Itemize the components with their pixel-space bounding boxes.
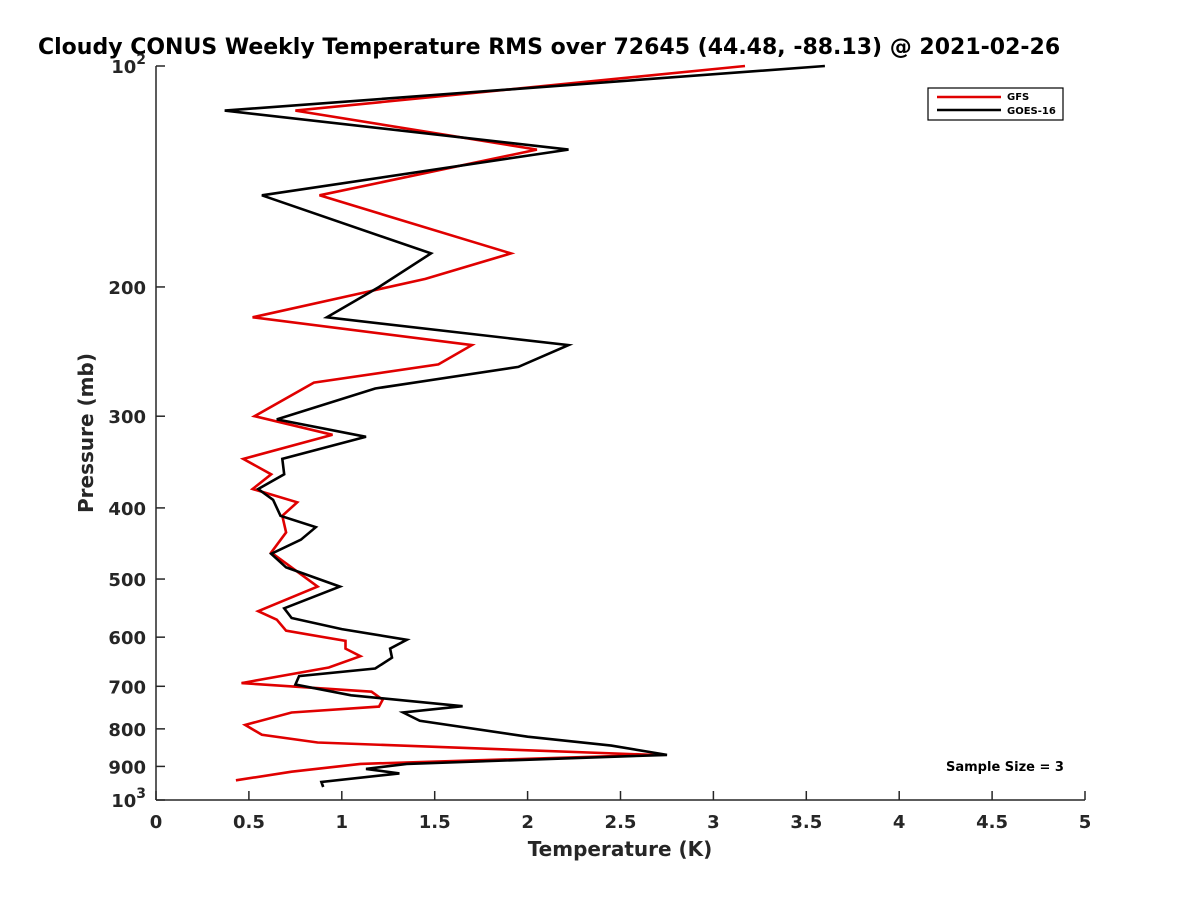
legend-box: [927, 87, 1064, 121]
x-tick-label: 2.5: [605, 812, 637, 833]
y-axis-label: Pressure (mb): [74, 353, 98, 513]
x-tick-label: 4: [893, 812, 906, 833]
x-tick-label: 0: [150, 812, 163, 833]
x-tick-label: 3.5: [790, 812, 822, 833]
y-tick-label: 102: [111, 52, 146, 78]
y-tick-label: 200: [108, 278, 146, 299]
y-tick-label: 300: [108, 407, 146, 428]
y-tick-label: 103: [111, 786, 146, 812]
y-tick-label: 800: [108, 720, 146, 741]
series-line-gfs: [235, 64, 746, 782]
chart-title: Cloudy CONUS Weekly Temperature RMS over…: [38, 35, 1060, 60]
x-tick-label: 1: [336, 812, 349, 833]
y-tick-label: 400: [108, 499, 146, 520]
y-tick-label: 900: [108, 757, 146, 778]
sample-size-annotation: Sample Size = 3: [946, 760, 1064, 775]
x-axis-label: Temperature (K): [528, 837, 713, 861]
x-tick-label: 4.5: [976, 812, 1008, 833]
series-line-goes16: [224, 64, 825, 788]
y-tick-label: 500: [108, 570, 146, 591]
x-tick-label: 3: [707, 812, 720, 833]
x-ticks: 0 0.5 1 1.5 2 2.5 3 3.5 4 4.5 5: [150, 791, 1092, 833]
legend-label-gfs: GFS: [1007, 92, 1029, 103]
x-tick-label: 5: [1079, 812, 1092, 833]
x-tick-label: 1.5: [419, 812, 451, 833]
legend: GFS GOES-16: [927, 87, 1064, 121]
y-ticks: 102 200 300 400 500 600 700 800 900 103: [108, 52, 165, 812]
x-tick-label: 0.5: [233, 812, 265, 833]
x-tick-label: 2: [521, 812, 534, 833]
y-tick-label: 600: [108, 628, 146, 649]
y-tick-label: 700: [108, 677, 146, 698]
plot-area: [224, 64, 825, 788]
legend-label-goes16: GOES-16: [1007, 106, 1056, 117]
